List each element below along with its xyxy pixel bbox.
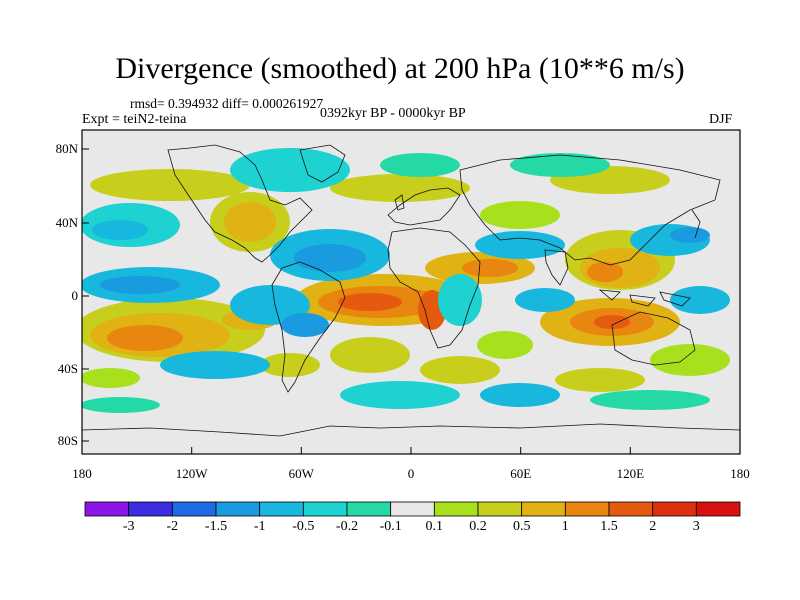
colorbar-swatch <box>171 501 217 517</box>
colorbar-swatch <box>652 501 697 517</box>
map-title: Divergence (smoothed) at 200 hPa (10**6 … <box>115 52 685 85</box>
colorbar-label: -2 <box>166 519 179 534</box>
lat-ticks <box>82 148 89 442</box>
lon-label-180w: 180 <box>72 466 92 481</box>
lon-label-0: 0 <box>407 466 415 481</box>
coastlines <box>82 144 740 437</box>
colorbar <box>84 501 741 517</box>
rmsd-diff-stats: rmsd= 0.394932 diff= 0.000261927 <box>130 96 324 111</box>
colorbar-swatch <box>608 501 654 517</box>
colorbar-swatch <box>695 501 741 517</box>
colorbar-swatch <box>390 501 435 517</box>
colorbar-label: 0.2 <box>469 519 487 534</box>
lon-label-180e: 180 <box>730 466 750 481</box>
colorbar-swatch <box>259 501 304 517</box>
divergence-field <box>82 130 740 454</box>
colorbar-label: -0.5 <box>292 519 315 534</box>
colorbar-label: -0.1 <box>379 519 402 534</box>
colorbar-label: 0.5 <box>512 519 531 534</box>
colorbar-label: 1.5 <box>600 519 618 534</box>
lat-label-0: 0 <box>71 288 79 303</box>
colorbar-label: 2 <box>649 519 657 534</box>
colorbar-label: -1.5 <box>204 519 228 534</box>
experiment-label: Expt = teiN2-teina <box>82 112 187 127</box>
colorbar-label: 0.1 <box>425 519 444 534</box>
lon-label-60e: 60E <box>510 466 532 481</box>
lat-label-40n: 40N <box>55 215 78 230</box>
time-period-label: 0392kyr BP - 0000kyr BP <box>320 106 466 121</box>
colorbar-swatch <box>521 501 566 517</box>
colorbar-swatch <box>564 501 610 517</box>
colorbar-swatch <box>128 501 173 517</box>
lat-label-40s: 40S <box>57 361 78 376</box>
colorbar-label: 1 <box>561 519 569 534</box>
colorbar-swatch <box>84 501 130 517</box>
lon-label-120e: 120E <box>616 466 645 481</box>
lat-label-80n: 80N <box>55 141 78 156</box>
lat-label-80s: 80S <box>57 433 78 448</box>
lon-ticks <box>81 447 741 454</box>
colorbar-swatch <box>346 501 392 517</box>
colorbar-label: 3 <box>692 519 700 534</box>
colorbar-swatch <box>302 501 348 517</box>
colorbar-label: -1 <box>253 519 266 534</box>
colorbar-label: -0.2 <box>335 519 359 534</box>
colorbar-swatch <box>215 501 261 517</box>
colorbar-swatch <box>477 501 523 517</box>
colorbar-label: -3 <box>122 519 135 534</box>
colorbar-swatch <box>433 501 479 517</box>
lon-label-60w: 60W <box>288 466 314 481</box>
lon-label-120w: 120W <box>175 466 208 481</box>
season-label: DJF <box>709 112 733 127</box>
